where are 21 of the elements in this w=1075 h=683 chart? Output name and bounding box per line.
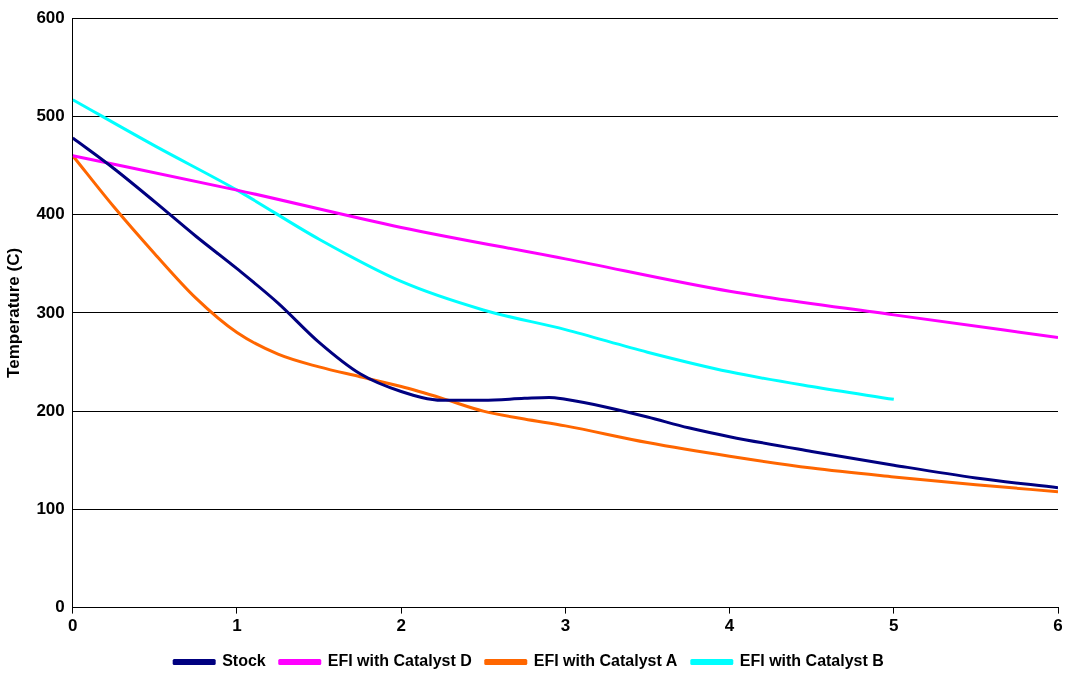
x-tick-label: 5 — [889, 616, 899, 636]
x-tick-label: 0 — [68, 616, 78, 636]
legend-label: EFI with Catalyst D — [327, 652, 472, 670]
x-tick-label: 1 — [232, 616, 242, 636]
y-tick-label: 200 — [36, 400, 65, 420]
y-tick-label: 400 — [36, 204, 65, 224]
x-tick-label: 6 — [1053, 616, 1063, 636]
y-tick-label: 300 — [36, 302, 65, 322]
legend-label: EFI with Catalyst A — [533, 652, 678, 670]
x-tick-label: 4 — [724, 616, 735, 636]
y-tick-label: 500 — [36, 106, 65, 126]
y-tick-label: 600 — [36, 7, 65, 27]
y-axis-title: Temperature (C) — [3, 247, 23, 378]
legend-label: Stock — [222, 652, 266, 670]
y-tick-label: 0 — [55, 597, 65, 617]
x-tick-label: 2 — [396, 616, 406, 636]
line-series — [72, 98, 896, 401]
x-tick-label: 3 — [560, 616, 571, 636]
line-series — [72, 154, 1058, 339]
legend-label: EFI with Catalyst B — [739, 652, 884, 670]
y-tick-label: 100 — [36, 499, 65, 519]
